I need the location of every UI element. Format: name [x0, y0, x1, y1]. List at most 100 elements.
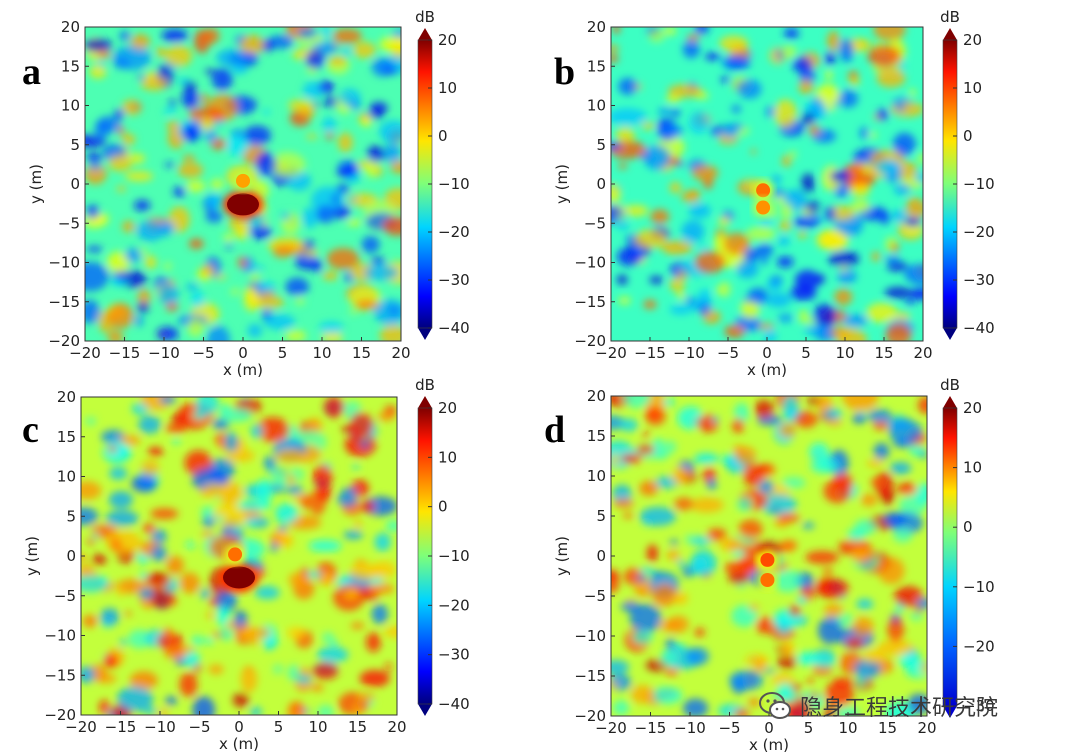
speckle-blob	[825, 51, 836, 66]
speckle-blob	[150, 545, 167, 562]
speckle-blob	[884, 286, 912, 299]
speckle-blob	[164, 44, 193, 67]
speckle-blob	[782, 640, 795, 656]
speckle-blob	[377, 411, 396, 422]
speckle-blob	[216, 49, 248, 67]
speckle-blob	[249, 265, 265, 271]
speckle-blob	[848, 183, 870, 197]
speckle-blob	[617, 221, 629, 230]
speckle-blob	[107, 330, 124, 341]
speckle-blob	[131, 475, 157, 493]
speckle-blob	[205, 193, 224, 209]
x-tick-label: 10	[312, 344, 331, 362]
speckle-blob	[346, 164, 357, 176]
speckle-blob	[161, 28, 188, 43]
speckle-blob	[133, 199, 151, 212]
speckle-blob	[771, 174, 782, 185]
speckle-blob	[250, 423, 264, 439]
speckle-blob	[851, 549, 870, 563]
speckle-blob	[897, 482, 917, 496]
speckle-blob	[191, 635, 204, 646]
colorbar-tick-label: 10	[438, 79, 457, 97]
speckle-blob	[184, 650, 201, 669]
speckle-blob	[630, 684, 655, 704]
speckle-blob	[849, 78, 860, 86]
speckle-blob	[344, 272, 353, 282]
speckle-blob	[689, 497, 724, 513]
x-tick-label: −20	[65, 718, 97, 736]
speckle-blob	[202, 28, 220, 44]
speckle-blob	[837, 269, 858, 284]
y-tick-label: 10	[57, 468, 76, 486]
speckle-blob	[360, 115, 373, 127]
heatmap-speckle	[611, 396, 927, 716]
speckle-blob	[755, 323, 775, 330]
colorbar-tick-label: 10	[438, 448, 457, 466]
speckle-blob	[205, 210, 223, 223]
speckle-blob	[243, 125, 272, 146]
speckle-blob	[850, 199, 871, 213]
y-tick-label: 5	[66, 507, 76, 525]
speckle-blob	[639, 480, 659, 496]
speckle-blob	[898, 598, 909, 607]
speckle-blob	[886, 261, 908, 272]
speckle-blob	[361, 500, 374, 514]
panel-letter: b	[554, 51, 575, 93]
hotspot	[228, 547, 243, 562]
speckle-blob	[195, 397, 220, 416]
speckle-blob	[694, 250, 726, 274]
speckle-blob	[873, 442, 890, 460]
speckle-blob	[266, 467, 276, 473]
speckle-blob	[855, 675, 867, 688]
speckle-blob	[272, 244, 293, 258]
x-axis-label: x (m)	[749, 736, 789, 754]
speckle-blob	[269, 542, 279, 552]
y-tick-label: −15	[574, 293, 606, 311]
speckle-blob	[274, 503, 299, 524]
speckle-blob	[748, 287, 769, 302]
speckle-blob	[277, 524, 288, 532]
y-tick-label: 10	[61, 97, 80, 115]
speckle-blob	[883, 511, 907, 527]
speckle-blob	[652, 584, 678, 607]
speckle-blob	[611, 108, 647, 126]
speckle-blob	[323, 397, 345, 418]
hotspot	[756, 183, 771, 198]
speckle-blob	[177, 162, 204, 178]
speckle-blob	[778, 512, 800, 523]
speckle-blob	[200, 264, 215, 276]
speckle-blob	[861, 493, 878, 507]
speckle-blob	[328, 57, 347, 65]
x-tick-label: 20	[913, 344, 932, 362]
speckle-blob	[824, 681, 854, 708]
x-tick-label: −15	[109, 344, 141, 362]
colorbar-unit: dB	[415, 376, 435, 394]
speckle-blob	[349, 412, 373, 438]
colorbar-max-arrow	[943, 396, 957, 408]
speckle-blob	[665, 668, 679, 677]
speckle-blob	[256, 417, 290, 443]
y-tick-label: 5	[596, 136, 606, 154]
speckle-blob	[748, 604, 760, 611]
speckle-blob	[676, 559, 686, 567]
x-tick-label: 10	[838, 719, 857, 737]
speckle-blob	[286, 485, 304, 495]
hotspot	[760, 553, 775, 567]
speckle-blob	[867, 45, 901, 68]
speckle-blob	[856, 598, 874, 610]
speckle-blob	[297, 27, 318, 39]
speckle-blob	[789, 150, 797, 159]
y-tick-label: −20	[48, 332, 80, 350]
colorbar-max-arrow	[418, 396, 432, 408]
speckle-blob	[869, 131, 877, 139]
speckle-blob	[697, 244, 708, 251]
speckle-blob	[738, 519, 763, 539]
x-tick-label: 5	[274, 718, 284, 736]
speckle-blob	[758, 479, 774, 495]
colorbar-tick-label: −40	[963, 319, 995, 337]
speckle-blob	[779, 220, 792, 232]
speckle-blob	[665, 95, 681, 103]
speckle-blob	[165, 696, 178, 706]
